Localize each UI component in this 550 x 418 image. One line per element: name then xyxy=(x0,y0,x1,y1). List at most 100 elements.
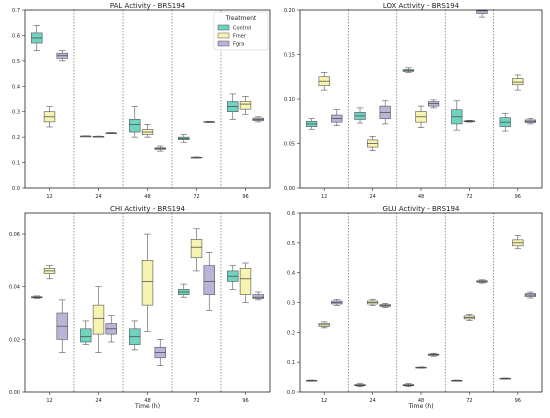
y-tick-label: 0.0 xyxy=(287,390,295,396)
box-iqr xyxy=(190,239,203,259)
legend-title: Treatment xyxy=(225,15,257,22)
y-tick-label: 0.00 xyxy=(9,390,20,396)
x-tick-label: 96 xyxy=(242,398,248,404)
y-tick-label: 0.10 xyxy=(284,97,295,103)
y-tick-label: 0.20 xyxy=(284,8,295,14)
box-fgra-24 xyxy=(379,100,391,125)
y-tick-label: 0.4 xyxy=(287,271,295,277)
box-fmer-12 xyxy=(318,321,330,329)
y-tick-label: 0.2 xyxy=(12,135,20,141)
y-tick-label: 0.15 xyxy=(284,53,295,59)
legend-box xyxy=(213,11,269,51)
x-tick-label: 12 xyxy=(321,194,327,200)
y-tick-label: 0.5 xyxy=(287,241,295,247)
box-fgra-72 xyxy=(203,121,215,123)
box-control-12 xyxy=(305,118,318,130)
box-fgra-96 xyxy=(252,116,264,123)
box-fmer-96 xyxy=(512,74,524,91)
plot-frame xyxy=(299,212,543,393)
box-fmer-96 xyxy=(512,235,524,250)
chart-title: CHI Activity - BRS194 xyxy=(110,205,186,213)
x-tick-label: 72 xyxy=(193,194,199,200)
y-tick-label: 0.7 xyxy=(12,8,20,14)
y-tick-label: 0.04 xyxy=(9,285,20,291)
box-control-48 xyxy=(129,106,141,138)
box-fgra-24 xyxy=(379,303,391,308)
box-iqr xyxy=(239,267,252,295)
box-fgra-96 xyxy=(524,118,537,125)
box-iqr xyxy=(252,294,264,299)
legend-label: Fmer xyxy=(233,34,247,40)
box-iqr xyxy=(427,101,440,107)
legend-label: Fgra xyxy=(233,42,244,48)
box-control-24 xyxy=(80,320,92,345)
box-control-48 xyxy=(129,320,141,351)
x-tick-label: 12 xyxy=(321,398,327,404)
box-fgra-24 xyxy=(105,315,117,343)
box-control-96 xyxy=(227,265,239,290)
legend-swatch xyxy=(217,32,230,39)
chart-panel-2: CHI Activity - BRS194 0.00 0.02 0.04 0.06 12 2… xyxy=(9,205,271,410)
box-iqr xyxy=(239,101,252,110)
box-fmer-72 xyxy=(463,314,476,321)
x-axis-label: Time (h) xyxy=(407,403,433,410)
box-iqr xyxy=(141,260,154,306)
plot-frame xyxy=(24,212,271,393)
box-fmer-48 xyxy=(415,105,427,128)
box-fmer-48 xyxy=(415,366,427,369)
box-fgra-12 xyxy=(56,299,68,353)
x-tick-label: 96 xyxy=(515,398,521,404)
x-tick-label: 96 xyxy=(242,194,248,200)
x-tick-label: 12 xyxy=(46,194,52,200)
x-tick-label: 24 xyxy=(95,398,101,404)
box-control-72 xyxy=(178,283,190,298)
box-fgra-48 xyxy=(427,99,440,109)
legend: Treatment Control Fmer Fgra xyxy=(213,11,269,51)
box-fgra-48 xyxy=(154,145,166,152)
x-axis-label: Time (h) xyxy=(134,403,160,410)
box-control-96 xyxy=(499,377,511,380)
box-fgra-12 xyxy=(331,299,343,306)
box-iqr xyxy=(92,304,105,335)
box-fmer-12 xyxy=(43,265,56,280)
box-fmer-24 xyxy=(366,136,379,151)
x-tick-label: 48 xyxy=(144,398,150,404)
x-tick-label: 24 xyxy=(95,194,101,200)
y-tick-label: 0.02 xyxy=(9,337,20,343)
legend-swatch xyxy=(217,40,230,47)
box-fgra-24 xyxy=(105,132,117,134)
box-fmer-72 xyxy=(190,156,203,159)
box-fmer-96 xyxy=(239,262,252,303)
y-tick-label: 0.6 xyxy=(12,33,20,39)
box-fgra-48 xyxy=(154,339,166,366)
box-fgra-48 xyxy=(427,352,440,357)
box-iqr xyxy=(476,9,488,14)
box-control-72 xyxy=(451,379,463,382)
box-fmer-72 xyxy=(190,228,203,272)
legend-label: Control xyxy=(233,26,251,32)
box-iqr xyxy=(80,328,92,343)
chart-title: PAL Activity - BRS194 xyxy=(110,2,186,10)
box-fgra-12 xyxy=(331,109,343,126)
y-tick-label: 0.4 xyxy=(12,84,20,90)
box-fgra-96 xyxy=(252,291,264,301)
y-tick-label: 0.1 xyxy=(12,161,20,167)
x-tick-label: 48 xyxy=(418,194,424,200)
plot-frame xyxy=(24,9,271,189)
box-control-72 xyxy=(178,134,190,143)
box-control-72 xyxy=(451,100,463,131)
chart-title: LOX Activity - BRS194 xyxy=(383,2,460,10)
x-tick-label: 96 xyxy=(515,194,521,200)
box-control-12 xyxy=(305,379,318,382)
y-tick-label: 0.06 xyxy=(9,232,20,238)
box-control-48 xyxy=(402,67,415,73)
box-control-96 xyxy=(499,112,511,132)
y-tick-label: 0.6 xyxy=(287,211,295,217)
box-control-24 xyxy=(354,383,366,387)
y-tick-label: 0.5 xyxy=(12,59,20,65)
box-fgra-12 xyxy=(56,50,68,62)
box-control-24 xyxy=(80,135,92,138)
box-fgra-96 xyxy=(524,291,537,299)
x-tick-label: 72 xyxy=(466,398,472,404)
x-tick-label: 72 xyxy=(466,194,472,200)
